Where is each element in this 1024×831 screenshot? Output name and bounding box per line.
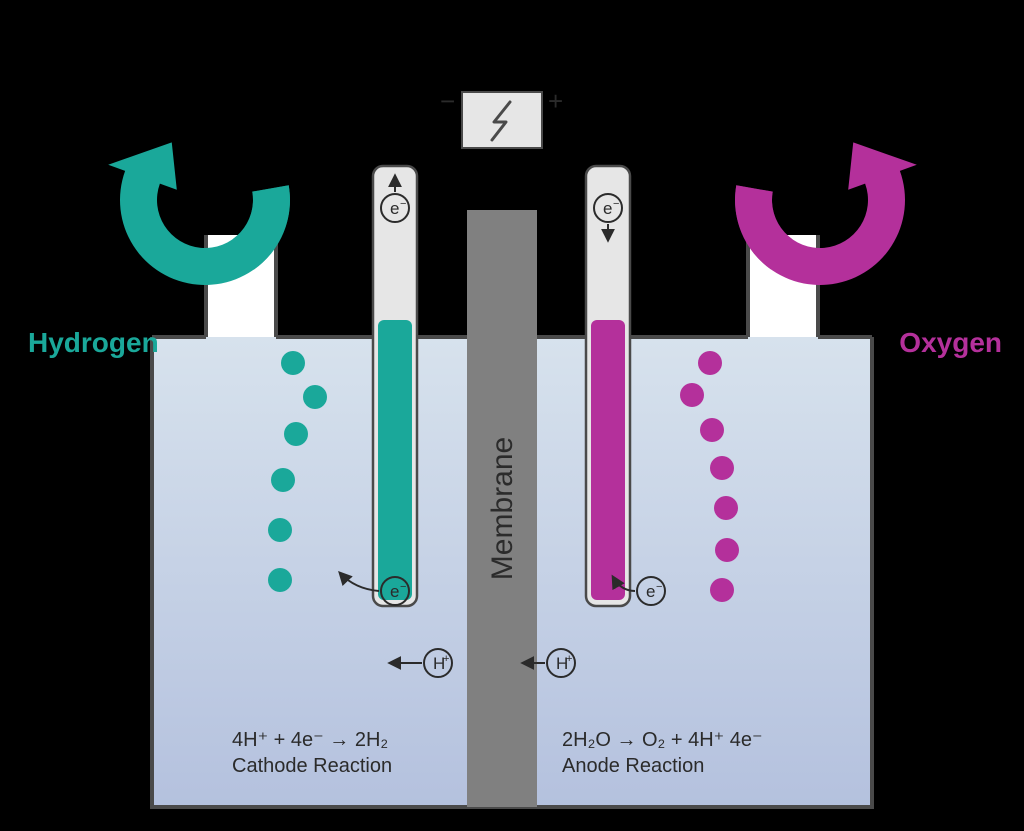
- svg-text:−: −: [656, 581, 662, 593]
- svg-text:e: e: [646, 582, 655, 601]
- electrolysis-diagram: Membrane − + Hydrogen Oxygen e−e−e−e−H+H…: [0, 0, 1024, 831]
- svg-text:e: e: [390, 582, 399, 601]
- cathode-equation: 4H⁺ + 4e⁻ → 2H₂: [232, 729, 388, 751]
- anode-equation: 2H₂O → O₂ + 4H⁺ 4e⁻: [562, 729, 763, 751]
- membrane-label: Membrane: [486, 437, 519, 580]
- svg-text:e: e: [390, 199, 399, 218]
- svg-text:e: e: [603, 199, 612, 218]
- cathode-electrode: [373, 166, 417, 606]
- svg-text:−: −: [613, 198, 619, 210]
- oxygen-label: Oxygen: [899, 327, 1002, 358]
- svg-text:−: −: [400, 581, 406, 593]
- svg-text:+: +: [443, 653, 449, 665]
- svg-text:+: +: [566, 653, 572, 665]
- cathode-reaction-label: Cathode Reaction: [232, 755, 392, 777]
- minus-terminal: −: [440, 86, 455, 116]
- plus-terminal: +: [548, 86, 563, 116]
- power-source: [462, 92, 542, 148]
- hydrogen-label: Hydrogen: [28, 327, 159, 358]
- svg-text:−: −: [400, 198, 406, 210]
- anode-reaction-label: Anode Reaction: [562, 755, 704, 777]
